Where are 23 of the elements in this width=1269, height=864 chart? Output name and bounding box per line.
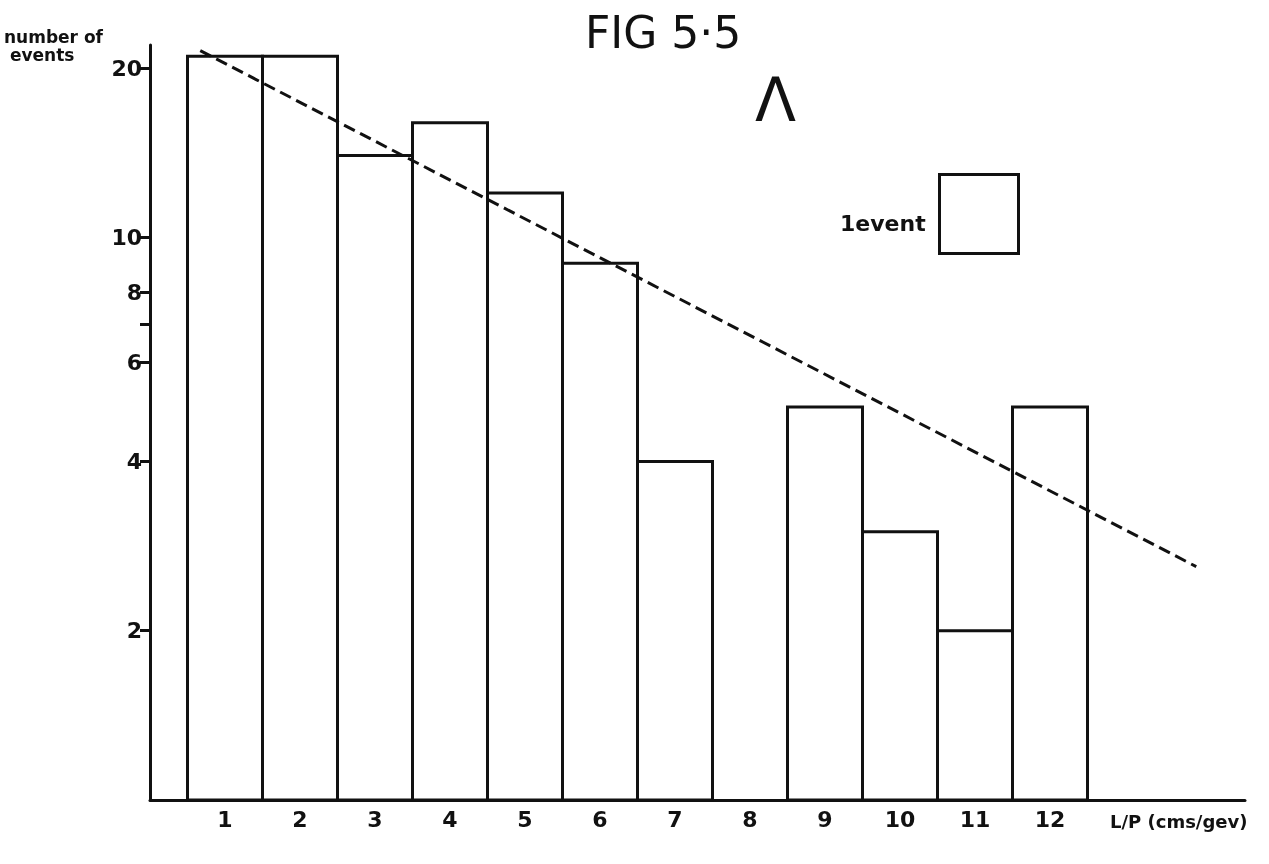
x-tick-label: 6 <box>592 806 608 832</box>
y-tick-label: 6 <box>126 349 142 375</box>
x-axis-title: L/P (cms/gev) <box>1110 810 1248 832</box>
x-tick-label: 9 <box>817 806 833 832</box>
y-tick-label: 10 <box>111 225 142 251</box>
x-tick-label: 8 <box>742 806 758 832</box>
annotation: 1event <box>840 210 927 236</box>
x-tick-label: 3 <box>367 806 383 832</box>
y-tick-label: 8 <box>126 279 142 305</box>
x-tick-label: 2 <box>292 806 308 832</box>
y-tick-label: 20 <box>111 55 142 81</box>
x-tick-label: 5 <box>517 806 533 832</box>
chart-title: FIG 5·5 <box>585 6 742 58</box>
y-tick-label: 2 <box>126 618 142 644</box>
annotation: Λ <box>755 65 797 135</box>
x-tick-label: 10 <box>884 806 916 832</box>
y-tick-label: 4 <box>126 448 142 474</box>
y-axis-title: number of events <box>4 27 104 65</box>
x-tick-label: 11 <box>959 806 991 832</box>
x-tick-label: 7 <box>667 806 683 832</box>
x-tick-label: 1 <box>217 806 233 832</box>
x-tick-label: 12 <box>1034 806 1066 832</box>
x-tick-label: 4 <box>442 806 458 832</box>
